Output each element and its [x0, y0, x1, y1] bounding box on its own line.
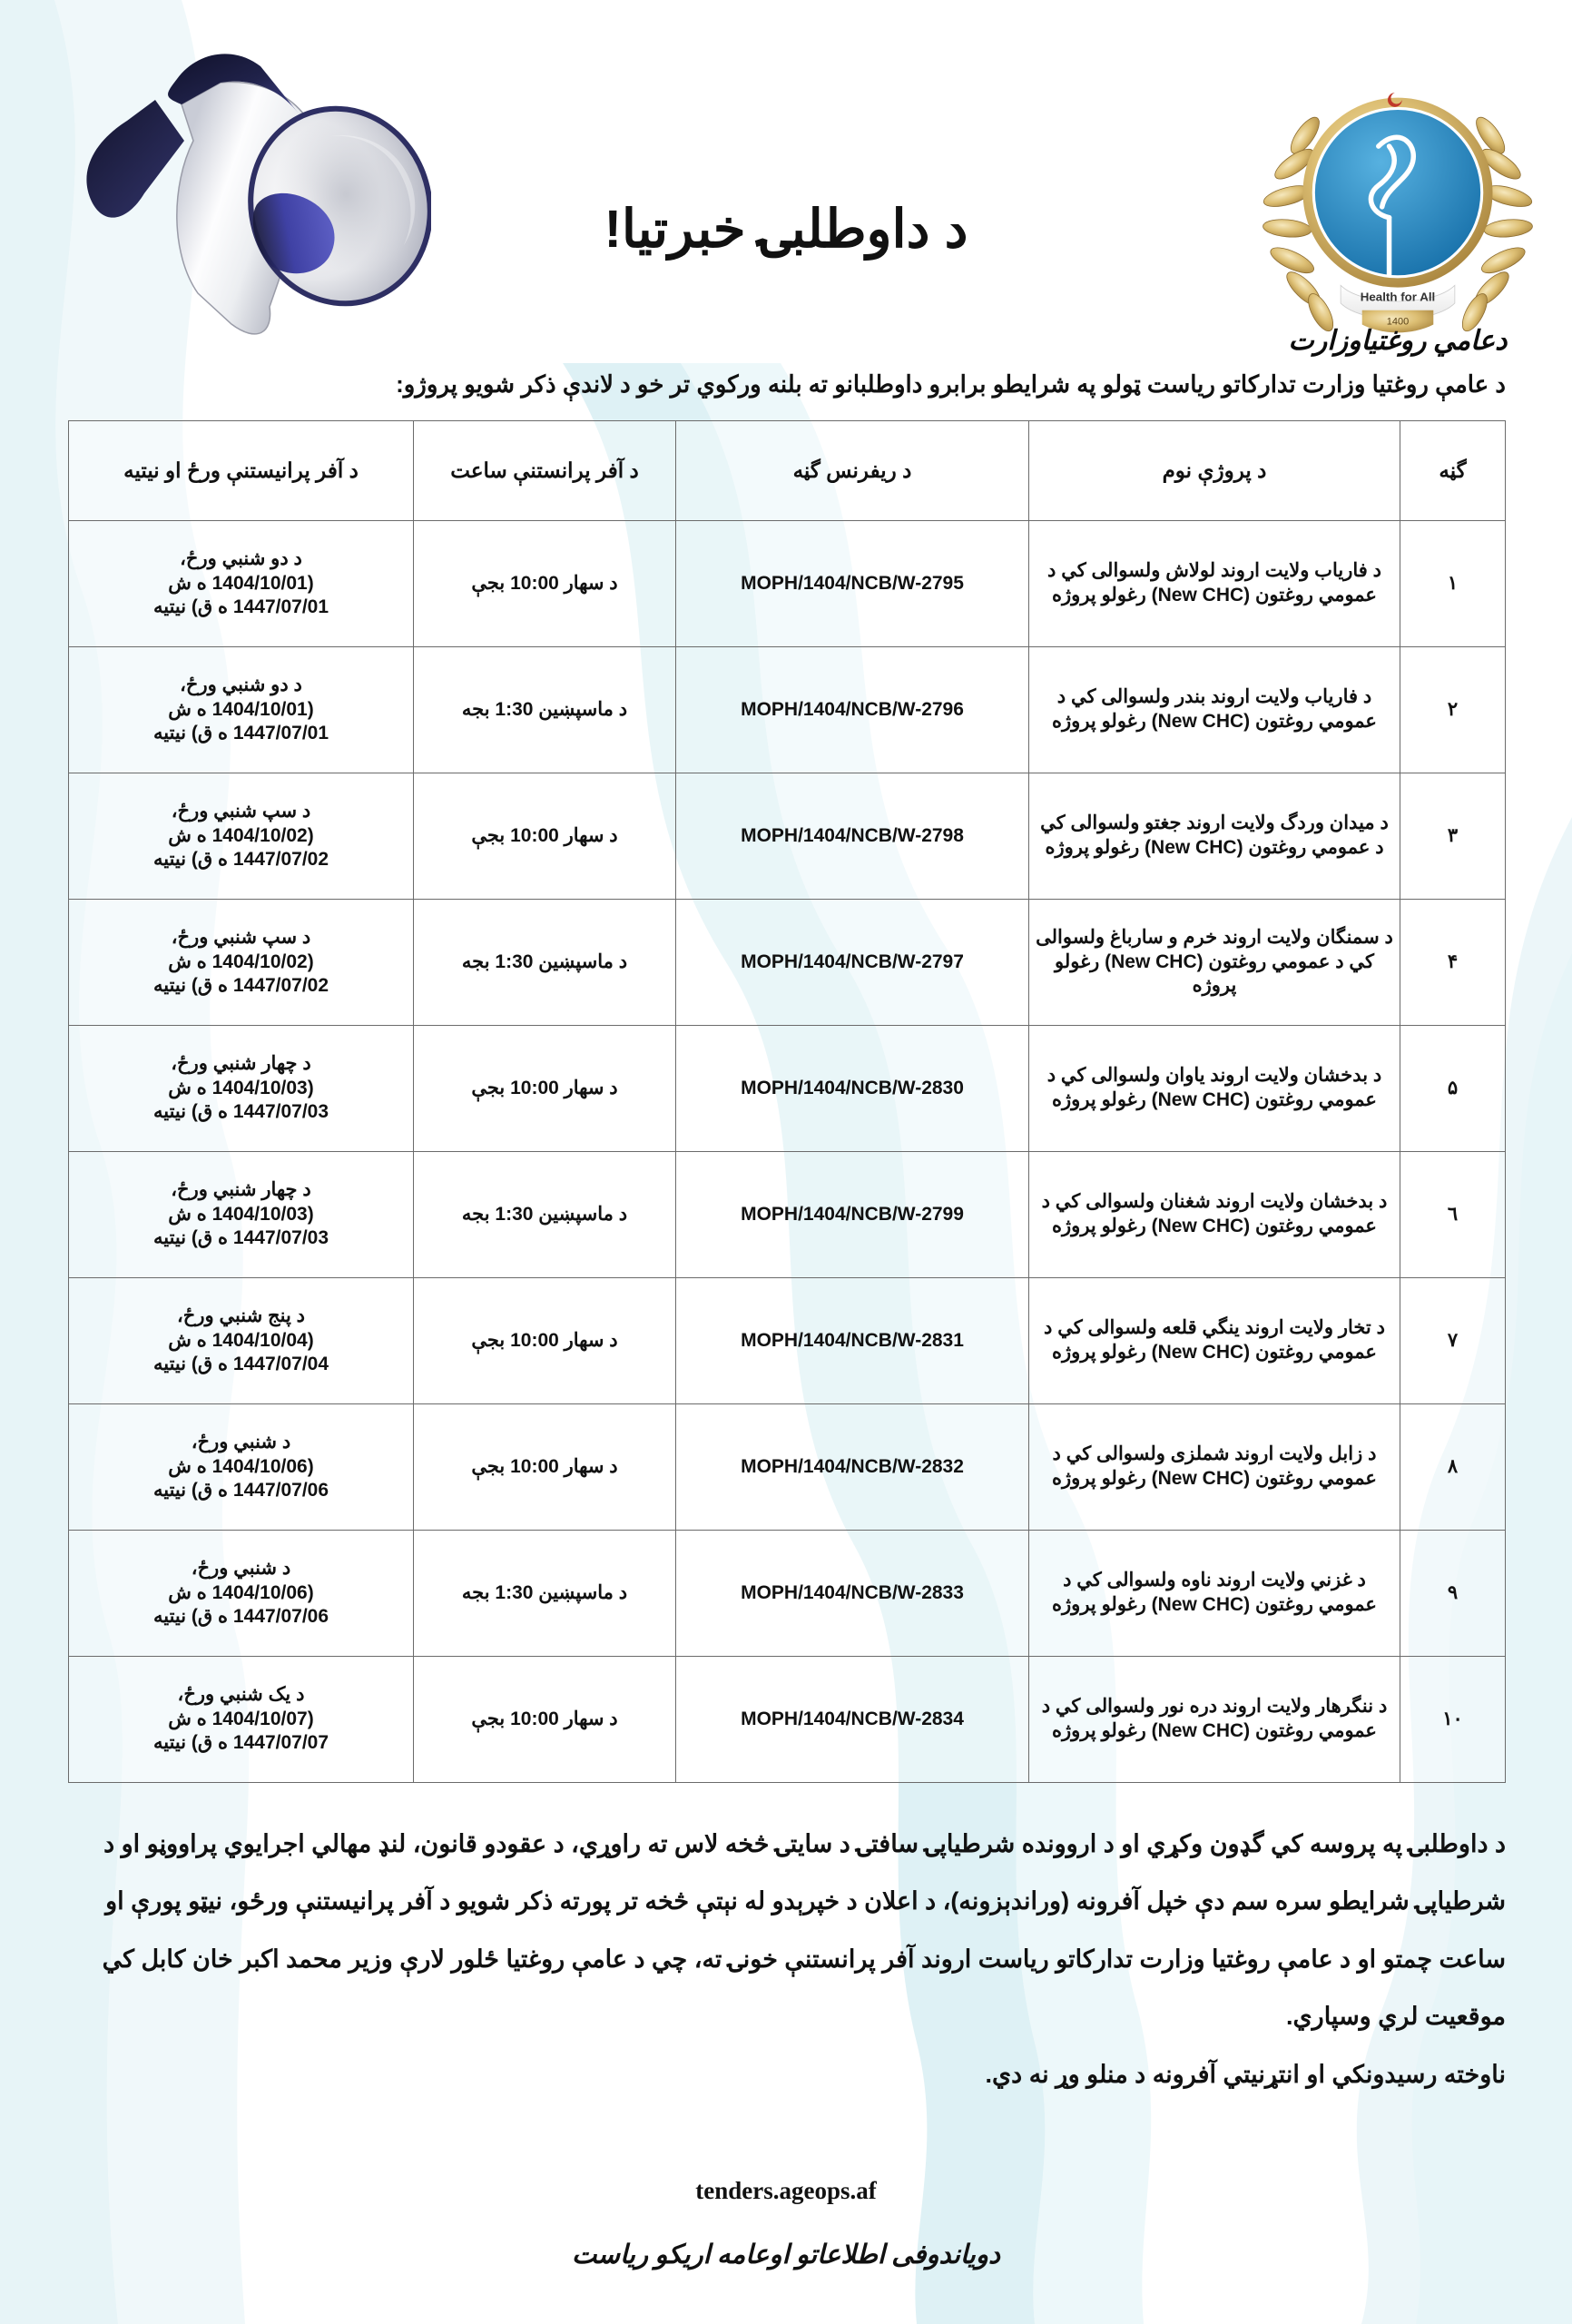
svg-text:دویاندوفی اطلاعاتو اوعامه اریک: دویاندوفی اطلاعاتو اوعامه اریکو ریاست [572, 2240, 1001, 2270]
svg-text:دعامي روغتياوزارت: دعامي روغتياوزارت [1289, 326, 1508, 357]
svg-text:Health for All: Health for All [1361, 290, 1436, 304]
